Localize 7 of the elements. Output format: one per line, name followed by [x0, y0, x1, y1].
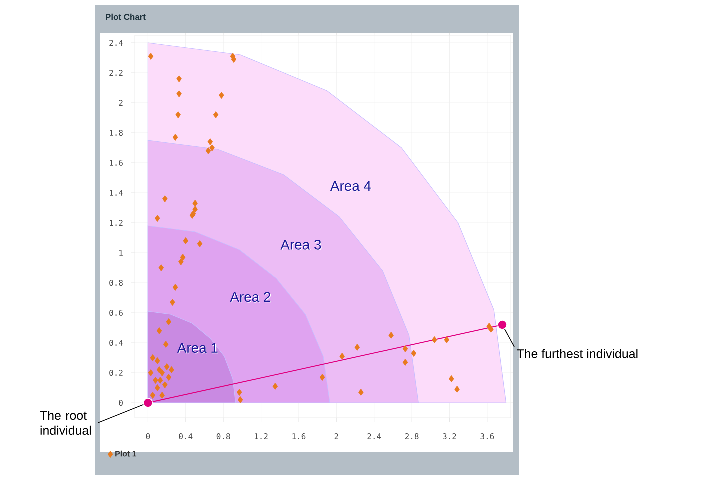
series-label: Area 4 [330, 181, 372, 192]
series-label: Area 2 [230, 292, 271, 302]
chart-title: Plot Chart [106, 14, 146, 20]
series-label: Area 1 [177, 343, 218, 354]
series-label: Area 3 [280, 240, 322, 250]
annotation: The furthest individual [517, 349, 638, 358]
annotation: The root individual [40, 410, 92, 436]
